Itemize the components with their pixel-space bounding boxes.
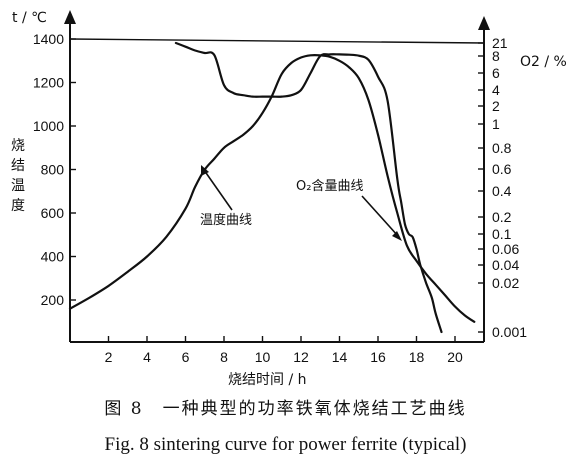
left-tick-label-200: 200 xyxy=(41,292,65,308)
x-tick-label-14: 14 xyxy=(332,349,348,365)
x-tick-label-16: 16 xyxy=(370,349,386,365)
left-axis-unit-label: t / ℃ xyxy=(12,10,47,26)
left-tick-label-400: 400 xyxy=(41,249,65,265)
right-tick-label-0.001: 0.001 xyxy=(492,324,527,340)
x-axis-title: 烧结时间 / h xyxy=(228,372,307,388)
o2-content-curve xyxy=(174,41,443,334)
left-y-axis-arrow xyxy=(64,10,76,24)
right-tick-label-6: 6 xyxy=(492,65,500,81)
right-axis-unit-label: O2 / % xyxy=(520,54,567,70)
right-tick-label-0.06: 0.06 xyxy=(492,241,519,257)
right-y-axis-arrow xyxy=(478,16,490,30)
temperature-curve xyxy=(68,53,476,323)
right-tick-label-4: 4 xyxy=(492,82,500,98)
x-tick-label-6: 6 xyxy=(182,349,190,365)
temp-annotation-leader xyxy=(203,169,233,211)
temp-curve-annotation: 温度曲线 xyxy=(200,212,252,228)
o2-curve-annotation: O₂含量曲线 xyxy=(296,178,363,194)
right-tick-label-21: 21 xyxy=(492,35,508,51)
x-tick-label-20: 20 xyxy=(447,349,463,365)
right-tick-label-0.8: 0.8 xyxy=(492,140,512,156)
right-tick-label-0.04: 0.04 xyxy=(492,257,519,273)
o2-annotation-leader xyxy=(361,195,399,237)
right-tick-label-0.2: 0.2 xyxy=(492,209,512,225)
x-tick-label-18: 18 xyxy=(409,349,425,365)
temp-annotation-arrowhead xyxy=(201,165,209,176)
right-tick-label-2: 2 xyxy=(492,98,500,114)
x-tick-label-2: 2 xyxy=(105,349,113,365)
left-axis-title: 烧结温度 xyxy=(11,138,25,214)
figure-caption-chinese: 图 8 一种典型的功率铁氧体烧结工艺曲线 xyxy=(104,399,467,419)
right-tick-label-0.6: 0.6 xyxy=(492,161,512,177)
right-tick-label-0.4: 0.4 xyxy=(492,183,512,199)
x-tick-label-8: 8 xyxy=(220,349,228,365)
x-tick-label-4: 4 xyxy=(143,349,151,365)
right-tick-label-1: 1 xyxy=(492,116,500,132)
left-tick-label-1000: 1000 xyxy=(33,118,64,134)
right-tick-label-0.1: 0.1 xyxy=(492,226,512,242)
left-tick-label-1200: 1200 xyxy=(33,75,64,91)
right-tick-label-0.02: 0.02 xyxy=(492,275,519,291)
top-reference-line xyxy=(69,38,485,44)
left-tick-label-600: 600 xyxy=(41,205,65,221)
figure-caption-english: Fig. 8 sintering curve for power ferrite… xyxy=(104,434,467,455)
x-tick-label-10: 10 xyxy=(255,349,271,365)
left-y-axis-ticks: 200 400 600 800 1000 1200 1400 xyxy=(33,31,76,308)
left-tick-label-800: 800 xyxy=(41,162,65,178)
x-tick-label-12: 12 xyxy=(293,349,309,365)
right-tick-label-8: 8 xyxy=(492,48,500,64)
o2-annotation-arrowhead xyxy=(392,231,402,241)
x-axis-ticks: 2 4 6 8 10 12 14 16 18 20 xyxy=(105,336,463,365)
left-tick-label-1400: 1400 xyxy=(33,31,64,47)
